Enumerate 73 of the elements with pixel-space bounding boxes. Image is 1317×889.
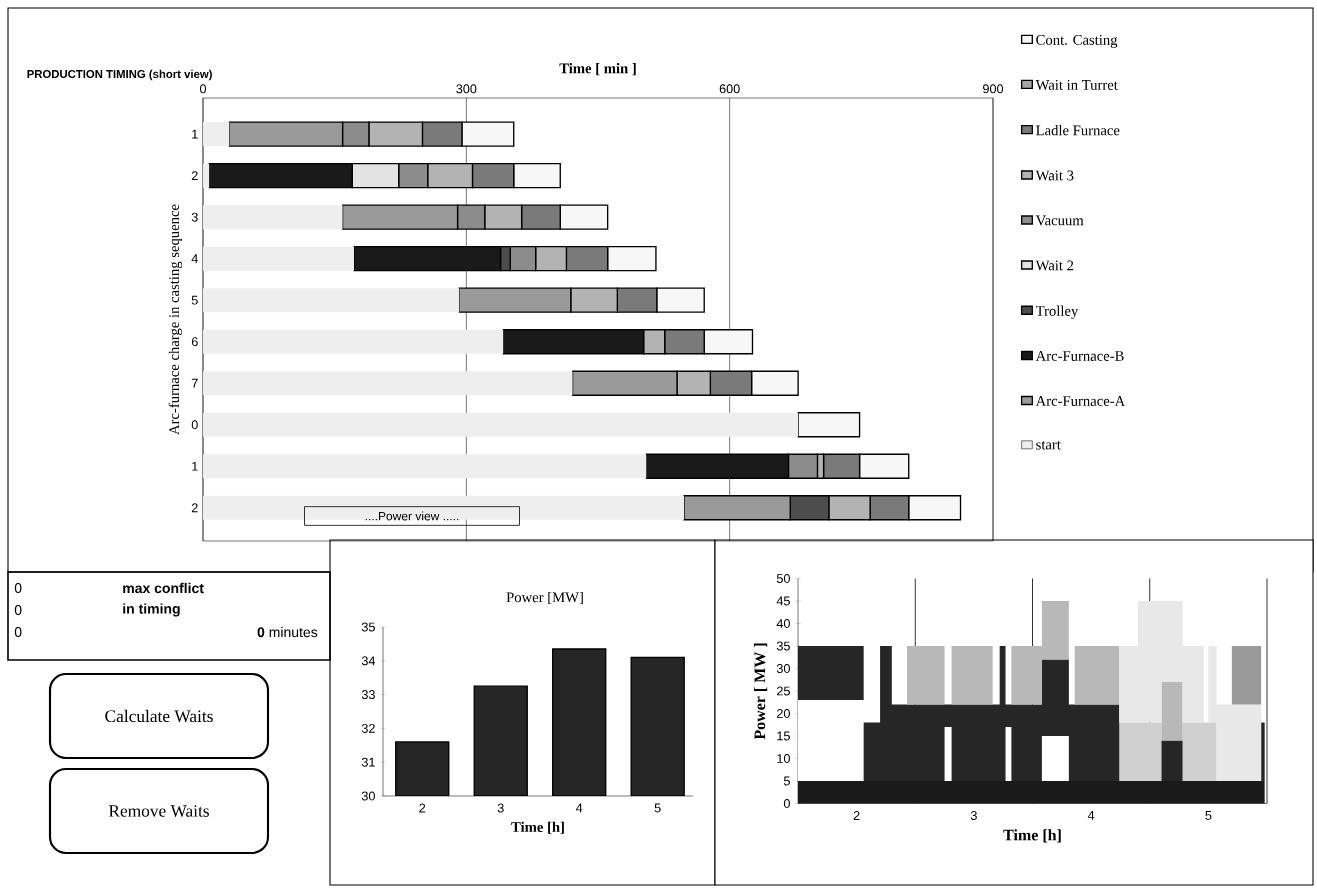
y-tick-label: 6 [191, 337, 198, 347]
y-tick-label: 45 [776, 596, 790, 606]
x-tick-label: 3 [970, 811, 977, 821]
legend-label: Trolley [1035, 305, 1079, 319]
y-axis-title: Power [ MW ] [753, 643, 768, 740]
chart-title: PRODUCTION TIMING (short view) [27, 69, 212, 81]
legend-label: Ladle Furnace [1036, 125, 1120, 136]
y-tick-label: 35 [776, 641, 790, 651]
y-tick-label: 35 [361, 622, 375, 632]
y-tick-label: 40 [776, 619, 790, 628]
y-tick-label: 20 [776, 709, 790, 718]
y-tick-label: 5 [783, 776, 790, 786]
x-tick-label: 2 [419, 803, 426, 813]
x-tick-label: 3 [497, 803, 504, 813]
x-tick-label: 0 [199, 84, 207, 94]
y-tick-label: 30 [361, 791, 375, 801]
y-tick-label: 25 [776, 686, 790, 696]
bar [203, 454, 647, 479]
annotation: ....Power view ..... [365, 511, 459, 521]
bar [203, 495, 685, 520]
text: Remove Waits [108, 805, 209, 817]
x-axis-title: Time [h] [1003, 829, 1061, 843]
text: max conflict [123, 582, 204, 594]
y-tick-label: 15 [777, 731, 790, 741]
text: Calculate Waits [105, 709, 213, 723]
y-tick-label: 30 [776, 664, 790, 673]
y-tick-label: 10 [777, 754, 790, 763]
legend-label: Vacuum [1035, 215, 1084, 226]
legend-label: Wait in Turret [1035, 79, 1118, 90]
y-tick-label: 2 [191, 171, 198, 181]
y-tick-label: 1 [192, 129, 198, 139]
y-tick-label: 4 [191, 254, 198, 264]
y-tick-label: 0 [191, 420, 198, 430]
y-tick-label: 50 [776, 574, 790, 583]
x-tick-label: 4 [575, 803, 583, 813]
bar [203, 163, 210, 188]
bar [203, 371, 573, 396]
legend-label: start [1036, 441, 1061, 450]
y-axis-title: Arc-furnace charge in casting sequence [168, 204, 183, 435]
x-tick-label: 900 [983, 84, 1004, 94]
text: 0 [14, 583, 22, 593]
y-tick-label: 31 [361, 757, 375, 767]
y-tick-label: 5 [191, 295, 198, 305]
x-tick-label: 5 [654, 803, 661, 813]
bar [203, 329, 504, 354]
y-tick-label: 34 [361, 656, 376, 666]
legend-label: Cont. Casting [1036, 34, 1118, 48]
legend-label: Arc-Furnace-A [1035, 396, 1126, 406]
y-tick-label: 7 [191, 378, 198, 388]
x-axis-title: Time [ min ] [559, 63, 636, 76]
y-tick-label: 2 [191, 503, 198, 513]
y-tick-label: 1 [192, 461, 198, 471]
legend-label: Arc-Furnace-B [1035, 351, 1124, 361]
bar [203, 288, 460, 313]
x-tick-label: 2 [853, 811, 860, 820]
y-tick-label: 32 [361, 723, 375, 733]
text: 0 [14, 605, 22, 615]
x-tick-label: 4 [1087, 811, 1095, 820]
legend-label: Wait 2 [1035, 260, 1074, 271]
bar [203, 246, 354, 271]
x-tick-label: 600 [719, 84, 740, 94]
x-axis-title: Time [h] [511, 821, 564, 834]
x-tick-label: 5 [1205, 811, 1212, 820]
bar [203, 205, 343, 230]
y-tick-label: 3 [191, 212, 198, 222]
legend-label: Wait 3 [1035, 170, 1074, 181]
y-tick-label: 33 [361, 690, 375, 700]
text: 0 [14, 627, 22, 637]
chart-title: Power [MW] [506, 591, 583, 605]
text: 0 minutes [257, 626, 318, 638]
text: in timing [123, 603, 180, 617]
bar [203, 122, 230, 147]
x-tick-label: 300 [456, 84, 477, 94]
